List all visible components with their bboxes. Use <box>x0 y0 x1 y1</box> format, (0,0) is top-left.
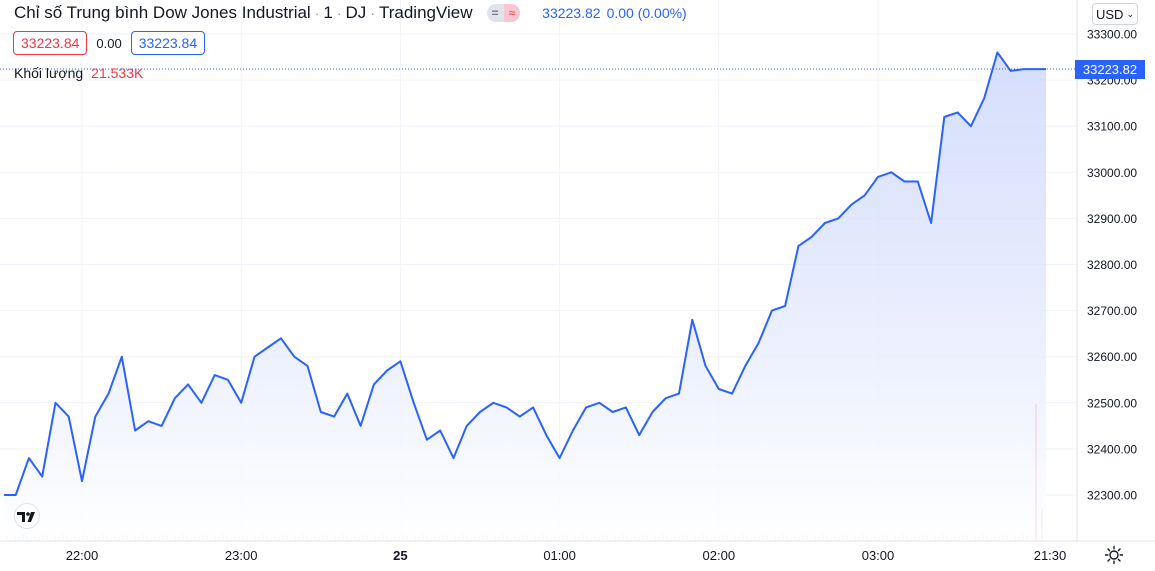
sell-price-button[interactable]: 33223.84 <box>13 31 88 55</box>
time-tick-label: 23:00 <box>225 548 258 563</box>
buy-price-button[interactable]: 33223.84 <box>130 31 206 55</box>
currency-selector[interactable]: USD ⌄ <box>1092 3 1138 25</box>
market-status-pill[interactable]: = ≈ <box>486 4 521 22</box>
volume-legend[interactable]: Khối lượng 21.533K <box>14 65 143 81</box>
time-scale: 22:00 23:00 25 01:00 02:00 03:00 21:30 <box>66 548 1067 563</box>
time-tick-label: 22:00 <box>66 548 99 563</box>
price-tick-label: 32500.00 <box>1087 396 1137 410</box>
time-tick-label: 21:30 <box>1034 548 1067 563</box>
price-tick-label: 32800.00 <box>1087 258 1137 272</box>
time-tick-label: 25 <box>393 548 407 563</box>
price-tick-label: 33100.00 <box>1087 120 1137 134</box>
exchange-label: DJ <box>345 3 367 22</box>
time-tick-label: 01:00 <box>543 548 576 563</box>
price-change: 0.00 (0.00%) <box>606 5 687 21</box>
volume-value: 21.533K <box>91 65 144 81</box>
price-tick-label: 33000.00 <box>1087 166 1137 180</box>
source-label: TradingView <box>378 3 473 22</box>
separator: · <box>336 5 342 21</box>
currency-label: USD <box>1096 6 1124 22</box>
price-area <box>4 52 1046 542</box>
symbol-title[interactable]: Chỉ số Trung bình Dow Jones Industrial <box>14 3 311 22</box>
price-tick-label: 32600.00 <box>1087 350 1137 364</box>
price-tick-label: 32400.00 <box>1087 442 1137 456</box>
spread-value: 0.00 <box>96 35 122 51</box>
equal-icon: = <box>486 4 504 22</box>
time-tick-label: 02:00 <box>703 548 736 563</box>
price-tick-label: 33300.00 <box>1087 28 1137 42</box>
separator: · <box>370 5 375 21</box>
separator: · <box>314 5 320 21</box>
last-price-tag: 33223.82 <box>1075 60 1145 79</box>
last-price: 33223.82 <box>542 5 601 21</box>
interval-label[interactable]: 1 <box>323 3 333 22</box>
bid-ask-row: 33223.84 0.00 33223.84 <box>13 31 206 55</box>
tradingview-logo-icon[interactable] <box>10 503 44 529</box>
time-tick-label: 03:00 <box>862 548 895 563</box>
price-tick-label: 32300.00 <box>1087 489 1137 503</box>
price-scale: 33300.0033200.0033100.0033000.0032900.00… <box>1087 28 1137 503</box>
price-tick-label: 32700.00 <box>1087 304 1137 318</box>
price-tick-label: 32900.00 <box>1087 212 1137 226</box>
settings-icon[interactable] <box>1104 545 1124 565</box>
approx-icon: ≈ <box>503 4 521 22</box>
symbol-legend[interactable]: Chỉ số Trung bình Dow Jones Industrial ·… <box>14 3 687 23</box>
volume-label: Khối lượng <box>14 65 84 81</box>
price-line <box>4 51 1046 496</box>
chevron-down-icon: ⌄ <box>1126 8 1134 19</box>
